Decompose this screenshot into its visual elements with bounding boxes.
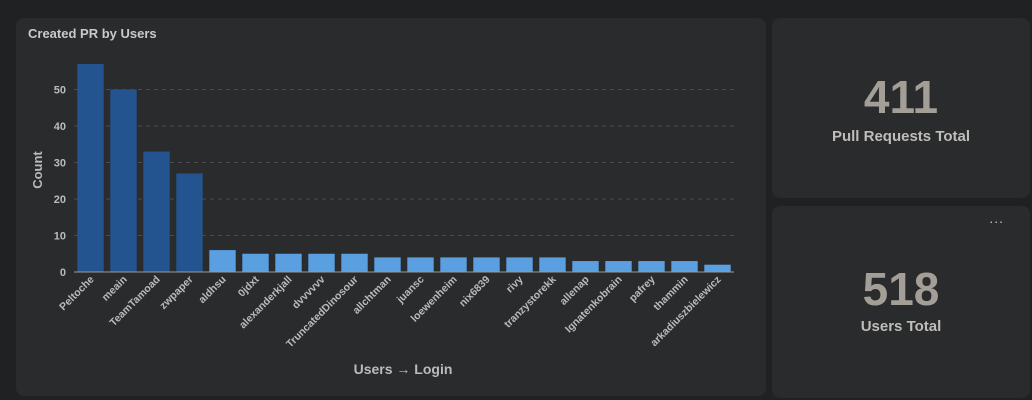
chart-title: Created PR by Users [28, 26, 157, 41]
chart-card: Created PR by Users 0 10 20 30 40 50 Peltoche m… [16, 18, 766, 396]
x-tick-label: Ignatenkobrain [563, 274, 625, 336]
x-tick-label: aldhsu [196, 274, 228, 306]
y-tick-label: 40 [54, 121, 66, 133]
bar [704, 264, 731, 272]
bar [671, 261, 698, 272]
kpi-card-pull-requests: 411 Pull Requests Total [772, 18, 1030, 198]
x-axis-title: Users → Login [354, 361, 453, 377]
bar [539, 257, 566, 272]
bar [176, 173, 203, 272]
x-tick-label: Peltoche [57, 274, 97, 314]
more-options-icon[interactable]: ... [989, 210, 1004, 226]
pull-requests-total-label: Pull Requests Total [831, 128, 971, 145]
bar [275, 253, 302, 272]
bar [638, 261, 665, 272]
bar [209, 250, 236, 272]
pull-requests-total-value: 411 [863, 71, 939, 123]
x-tick-label: juansc [394, 274, 427, 307]
y-tick-label: 30 [54, 158, 66, 170]
x-tick-label: pafrey [627, 274, 658, 305]
x-tick-label: rivy [504, 274, 526, 296]
bar [572, 261, 599, 272]
users-total-label: Users Total [860, 318, 942, 335]
bar [143, 151, 170, 272]
bar [308, 253, 335, 272]
kpi-card-users: ... 518 Users Total [772, 206, 1030, 398]
bar [473, 257, 500, 272]
y-tick-label: 20 [54, 194, 66, 206]
y-tick-label: 0 [60, 267, 66, 279]
x-tick-label: 0jdxt [236, 273, 262, 299]
bar [407, 257, 434, 272]
x-tick-label: nix6839 [457, 274, 493, 310]
bar [506, 257, 533, 272]
users-total-value: 518 [862, 263, 940, 315]
bar [242, 253, 269, 272]
bar [341, 253, 368, 272]
bar [374, 257, 401, 272]
y-tick-label: 50 [54, 85, 66, 97]
bar [605, 261, 632, 272]
x-tick-label: meain [100, 274, 130, 304]
bar [440, 257, 467, 272]
bar [110, 89, 137, 272]
y-tick-label: 10 [54, 231, 66, 243]
x-tick-label: zwpaper [157, 274, 195, 312]
bar [77, 63, 104, 273]
y-axis-title: Count [30, 151, 45, 189]
